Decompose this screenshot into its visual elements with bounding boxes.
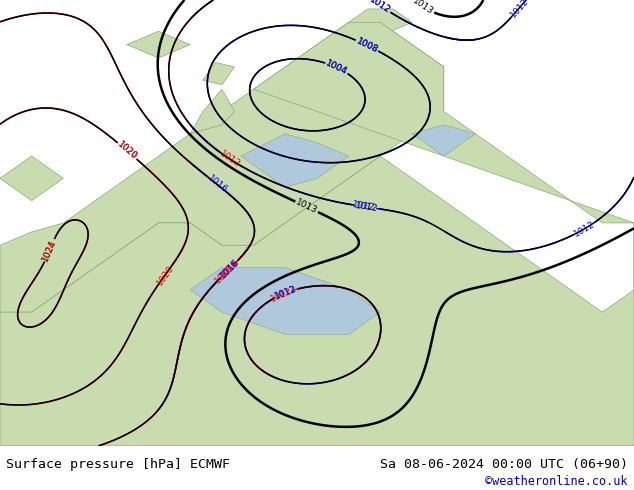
Text: 1012: 1012 [269,286,294,303]
Text: 1016: 1016 [219,257,242,279]
Polygon shape [241,134,349,187]
Text: 1012: 1012 [355,201,379,213]
Text: 1012: 1012 [368,0,392,16]
Text: 1012: 1012 [218,149,242,170]
Polygon shape [0,156,63,201]
Text: 1024: 1024 [41,238,58,263]
Polygon shape [203,62,235,85]
Text: 1012: 1012 [573,219,597,238]
Text: 1016: 1016 [213,263,236,285]
Text: 1020: 1020 [115,140,139,162]
Text: 1024: 1024 [41,238,58,263]
Polygon shape [0,22,444,312]
Text: 1013: 1013 [294,198,319,216]
Polygon shape [0,22,634,446]
Text: 1020: 1020 [155,263,176,287]
Text: ©weatheronline.co.uk: ©weatheronline.co.uk [485,475,628,488]
Polygon shape [127,31,190,58]
Text: 1008: 1008 [355,36,379,54]
Polygon shape [412,125,476,156]
Polygon shape [190,89,235,134]
Text: 1016: 1016 [217,258,240,281]
Text: 1004: 1004 [325,59,349,76]
Polygon shape [190,268,380,334]
Text: 1020: 1020 [115,140,139,162]
Text: 1004: 1004 [325,59,349,76]
Text: 1008: 1008 [355,36,379,54]
Text: Sa 08-06-2024 00:00 UTC (06+90): Sa 08-06-2024 00:00 UTC (06+90) [380,458,628,471]
Polygon shape [349,9,412,36]
Text: 1012: 1012 [274,284,299,301]
Text: Surface pressure [hPa] ECMWF: Surface pressure [hPa] ECMWF [6,458,230,471]
Text: 1012: 1012 [368,0,392,16]
Text: 1016: 1016 [217,258,240,281]
Text: 1013: 1013 [411,0,436,17]
Text: 1012: 1012 [352,200,376,213]
Text: 1012: 1012 [274,284,299,301]
Text: 1016: 1016 [205,173,229,195]
Text: 1012: 1012 [508,0,530,20]
